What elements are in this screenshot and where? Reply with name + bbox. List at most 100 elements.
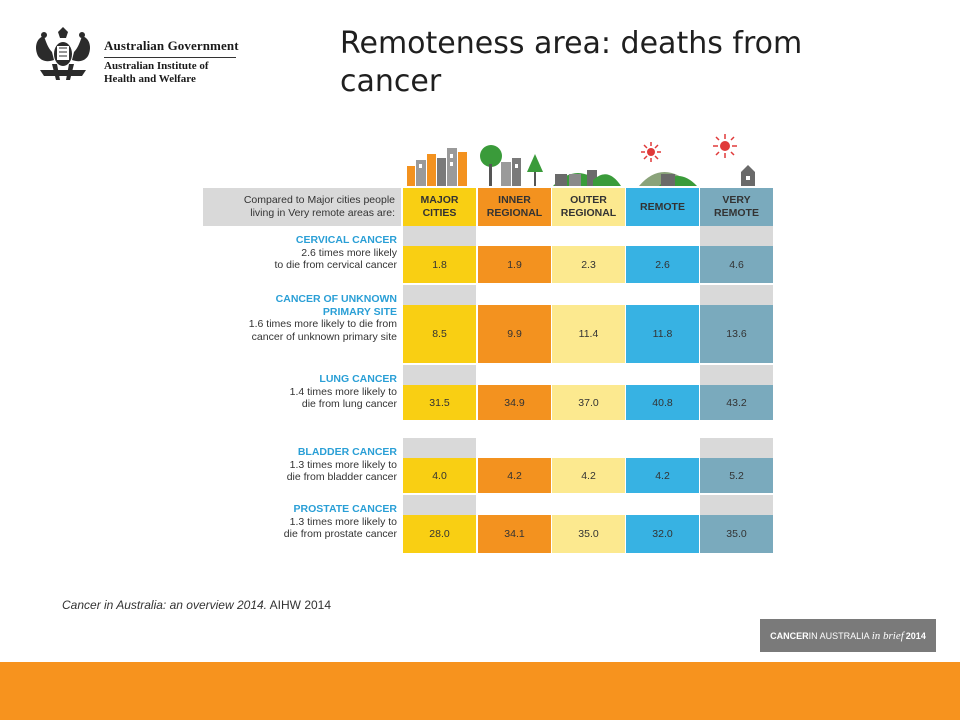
row-spacer <box>626 365 699 385</box>
rate-value-cell: 34.1 <box>478 515 551 553</box>
logo-institute-text: Australian Institute of <box>104 60 209 72</box>
row-spacer <box>478 495 551 515</box>
table-intro-header: Compared to Major cities people living i… <box>203 188 401 226</box>
cancer-likelihood-text: die from prostate cancer <box>283 528 397 540</box>
cancer-type-title: LUNG CANCER <box>319 373 397 385</box>
city-buildings-icon <box>407 148 467 186</box>
rate-value-cell: 4.2 <box>478 458 551 493</box>
regional-town-icon <box>480 145 543 186</box>
rate-value-cell: 32.0 <box>626 515 699 553</box>
rate-value-cell: 40.8 <box>626 385 699 420</box>
row-spacer <box>403 226 476 246</box>
badge-in-australia: IN AUSTRALIA <box>808 630 870 641</box>
cancer-row-label: PROSTATE CANCER 1.3 times more likely to d… <box>203 503 397 541</box>
logo-divider <box>104 57 236 58</box>
cancer-likelihood-text: 1.3 times more likely to <box>289 515 397 528</box>
rate-value-cell: 8.5 <box>403 305 476 363</box>
citation-publisher: AIHW 2014 <box>267 598 332 612</box>
rate-value-cell: 34.9 <box>478 385 551 420</box>
badge-year: 2014 <box>905 630 926 641</box>
cancer-row-label: CERVICAL CANCER 2.6 times more likely to d… <box>203 234 397 272</box>
column-header: REMOTE <box>626 188 699 226</box>
rate-value-cell: 9.9 <box>478 305 551 363</box>
row-spacer <box>478 365 551 385</box>
cancer-row-label: CANCER OF UNKNOWN PRIMARY SITE 1.6 times m… <box>203 293 397 343</box>
rate-value-cell: 28.0 <box>403 515 476 553</box>
column-header: MAJOR CITIES <box>403 188 476 226</box>
aihw-logo: Australian Government Australian Institu… <box>30 26 240 85</box>
row-spacer <box>700 495 773 515</box>
row-spacer <box>700 285 773 305</box>
cancer-type-title: CERVICAL CANCER <box>295 234 397 246</box>
row-spacer <box>552 285 625 305</box>
badge-in-brief: in brief <box>871 629 904 642</box>
rate-value-cell: 4.6 <box>700 246 773 283</box>
rate-value-cell: 35.0 <box>700 515 773 553</box>
row-spacer <box>700 438 773 458</box>
rate-value-cell: 2.3 <box>552 246 625 283</box>
rate-value-cell: 37.0 <box>552 385 625 420</box>
row-spacer <box>403 495 476 515</box>
badge-cancer: CANCER <box>770 630 809 641</box>
cancer-likelihood-text: cancer of unknown primary site <box>251 330 397 343</box>
rate-value-cell: 35.0 <box>552 515 625 553</box>
rate-value-cell: 4.2 <box>626 458 699 493</box>
row-spacer <box>403 285 476 305</box>
rate-value-cell: 13.6 <box>700 305 773 363</box>
row-spacer <box>403 438 476 458</box>
logo-government-text: Australian Government <box>104 38 239 53</box>
cancer-type-title: PROSTATE CANCER <box>293 503 397 515</box>
cancer-likelihood-text: die from bladder cancer <box>286 471 397 483</box>
rate-value-cell: 2.6 <box>626 246 699 283</box>
row-spacer <box>700 226 773 246</box>
row-spacer <box>626 495 699 515</box>
cancer-type-title: CANCER OF UNKNOWN <box>275 293 397 305</box>
source-citation: Cancer in Australia: an overview 2014. A… <box>62 598 331 612</box>
table-intro-line-1: Compared to Major cities people <box>243 194 395 206</box>
row-spacer <box>552 438 625 458</box>
row-spacer <box>478 438 551 458</box>
row-spacer <box>626 226 699 246</box>
row-spacer <box>626 285 699 305</box>
rate-value-cell: 1.8 <box>403 246 476 283</box>
cancer-likelihood-text: to die from cervical cancer <box>274 259 397 271</box>
remoteness-infographic: Compared to Major cities people living i… <box>203 130 775 553</box>
row-spacer <box>552 495 625 515</box>
remoteness-icons <box>407 134 755 186</box>
rate-value-cell: 43.2 <box>700 385 773 420</box>
rate-value-cell: 4.2 <box>552 458 625 493</box>
row-spacer <box>552 365 625 385</box>
cancer-in-australia-badge: CANCER IN AUSTRALIA in brief 2014 <box>760 619 936 652</box>
cancer-likelihood-text: die from lung cancer <box>301 398 397 410</box>
row-spacer <box>478 226 551 246</box>
logo-institute-text-2: Health and Welfare <box>104 73 196 85</box>
cancer-row-label: LUNG CANCER 1.4 times more likely to die f… <box>203 373 397 411</box>
slide-title: Remoteness area: deaths from cancer <box>340 26 803 99</box>
citation-title: Cancer in Australia: an overview 2014. <box>62 598 267 612</box>
rate-value-cell: 4.0 <box>403 458 476 493</box>
outer-regional-icon <box>553 170 621 186</box>
rate-value-cell: 31.5 <box>403 385 476 420</box>
cancer-row-label: BLADDER CANCER 1.3 times more likely to di… <box>203 446 397 484</box>
row-spacer <box>700 365 773 385</box>
cancer-likelihood-text: 1.3 times more likely to <box>289 458 397 471</box>
column-header: OUTER REGIONAL <box>552 188 625 226</box>
row-spacer <box>403 365 476 385</box>
rate-value-cell: 11.8 <box>626 305 699 363</box>
cancer-likelihood-text: 1.4 times more likely to <box>289 385 397 398</box>
row-spacer <box>552 226 625 246</box>
column-header: INNER REGIONAL <box>478 188 551 226</box>
row-spacer <box>626 438 699 458</box>
remote-landscape-icon <box>639 142 697 186</box>
coat-of-arms-icon <box>36 27 90 80</box>
rate-value-cell: 11.4 <box>552 305 625 363</box>
very-remote-icon <box>713 134 755 186</box>
footer-bar <box>0 662 960 720</box>
table-intro-line-2: living in Very remote areas are: <box>250 207 395 219</box>
cancer-likelihood-text: 1.6 times more likely to die from <box>248 318 397 330</box>
rate-value-cell: 1.9 <box>478 246 551 283</box>
cancer-likelihood-text: 2.6 times more likely <box>301 246 397 259</box>
cancer-type-title: PRIMARY SITE <box>322 305 397 318</box>
row-spacer <box>478 285 551 305</box>
rate-value-cell: 5.2 <box>700 458 773 493</box>
